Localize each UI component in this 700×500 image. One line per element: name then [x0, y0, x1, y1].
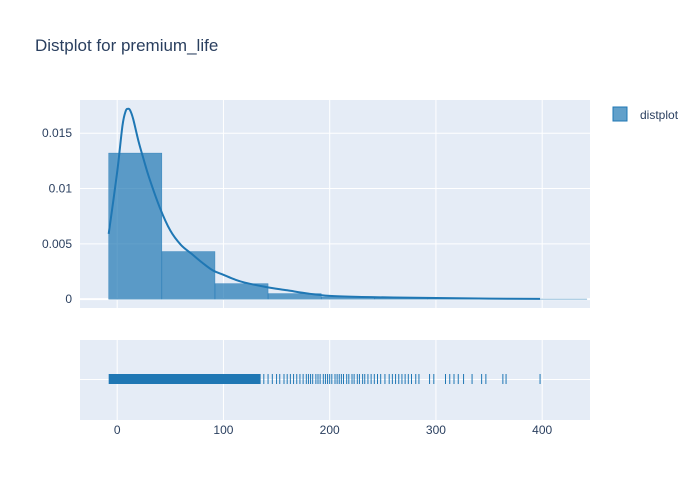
y-tick-label: 0	[65, 292, 72, 306]
y-tick-labels: 0 0.005 0.01 0.015	[42, 126, 72, 306]
x-tick-label: 0	[114, 423, 121, 437]
x-tick-label: 200	[320, 423, 340, 437]
legend[interactable]: distplot	[612, 106, 679, 122]
x-gridlines-main	[116, 100, 543, 308]
legend-label: distplot	[640, 108, 679, 122]
histogram-bar[interactable]	[267, 293, 322, 300]
y-tick-label: 0.015	[42, 126, 72, 140]
histogram-bar[interactable]	[214, 283, 269, 300]
x-tick-label: 300	[426, 423, 446, 437]
kde-curve[interactable]	[107, 107, 541, 300]
rug-dense-band	[108, 374, 261, 384]
rug-marks[interactable]	[108, 374, 541, 384]
histogram-bar[interactable]	[108, 152, 163, 300]
y-tick-label: 0.01	[49, 182, 73, 196]
histogram-bar[interactable]	[161, 251, 216, 300]
x-tick-label: 100	[213, 423, 233, 437]
histogram-bars[interactable]	[108, 152, 588, 300]
y-tick-label: 0.005	[42, 237, 72, 251]
x-tick-labels: 0 100 200 300 400	[114, 423, 553, 437]
x-tick-label: 400	[532, 423, 552, 437]
legend-swatch	[612, 106, 628, 122]
chart-title: Distplot for premium_life	[35, 36, 218, 55]
